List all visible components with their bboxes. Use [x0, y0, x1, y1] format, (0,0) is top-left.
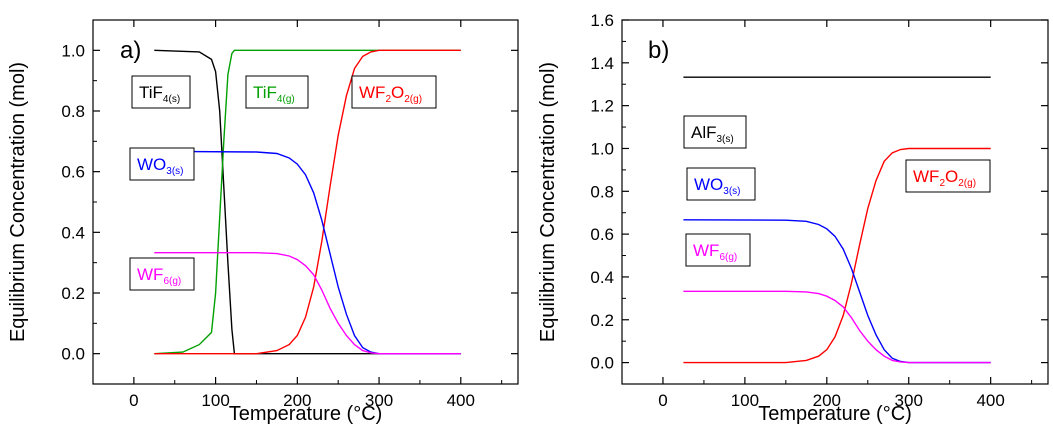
y-axis-label: Equilibrium Concentration (mol)	[537, 62, 559, 342]
y-tick-label: 0.8	[590, 182, 614, 201]
series-label-box: WO3(s)	[686, 167, 756, 201]
x-tick-label: 300	[365, 391, 393, 410]
label-box-frame	[683, 115, 747, 149]
x-tick-label: 400	[447, 391, 475, 410]
label-box-frame	[129, 257, 195, 291]
series-label-part: 6(g)	[719, 252, 737, 263]
series-line	[154, 49, 461, 355]
y-tick-label: 0.2	[590, 311, 614, 330]
series-label-part: 2(g)	[404, 94, 422, 105]
series-label-box: WF6(g)	[129, 257, 195, 291]
chart-panel-b: 0 100 200 300 400 0.0 0.2 0.4 0.6 0.8 1.0 1.2 1.4 1.6…	[537, 11, 1049, 425]
x-tick-label: 300	[895, 391, 923, 410]
y-tick-label: 0.4	[590, 268, 614, 287]
plot-frame	[92, 19, 519, 385]
series-label-box: WO3(s)	[129, 147, 195, 181]
y-tick-label: 0.6	[590, 225, 614, 244]
series-label: WF2O2(g)	[913, 167, 976, 189]
series-label-box: WF2O2(g)	[905, 159, 991, 193]
series-line	[154, 252, 461, 355]
series-label-part: 2	[385, 94, 391, 105]
series-line	[683, 290, 991, 364]
y-tick-label: 0.6	[61, 163, 85, 182]
label-box-frame	[245, 75, 309, 109]
series-label-part: O	[945, 167, 958, 186]
series-line	[154, 49, 461, 355]
series-label-part: 6(g)	[163, 276, 181, 287]
series-label: WF6(g)	[137, 265, 181, 287]
series-label-part: 3(s)	[717, 134, 734, 145]
series-label-part: 4(s)	[163, 94, 180, 105]
series-label-part: AlF	[691, 123, 717, 142]
panel-label: b)	[648, 37, 669, 64]
series-label-part: 2	[939, 178, 945, 189]
series-line	[154, 150, 461, 355]
y-tick-label: 0.2	[61, 284, 85, 303]
x-tick-label: 200	[813, 391, 841, 410]
series-label-part: 2(g)	[958, 178, 976, 189]
x-tick-label: 0	[658, 391, 667, 410]
series-label-part: WO	[137, 155, 166, 174]
series-label-part: O	[391, 83, 404, 102]
chart-panel-a: 0 100 200 300 400 0.0 0.2 0.4 0.6 0.8 1.0 Temperatu…	[7, 19, 519, 425]
series-label-part: TiF	[253, 83, 277, 102]
y-axis-label: Equilibrium Concentration (mol)	[7, 62, 29, 342]
series-label: WO3(s)	[694, 175, 741, 197]
series-label-part: 4(g)	[277, 94, 295, 105]
series-label-box: AlF3(s)	[683, 115, 747, 149]
series-label: TiF4(g)	[253, 83, 295, 105]
y-tick-label: 1.2	[590, 97, 614, 116]
y-tick-label: 1.0	[590, 139, 614, 158]
label-box-frame	[905, 159, 991, 193]
plot-frame	[621, 19, 1049, 385]
x-tick-label: 200	[283, 391, 311, 410]
series-label-part: 3(s)	[723, 186, 740, 197]
y-tick-label: 1.4	[590, 54, 614, 73]
y-tick-label: 0.4	[61, 223, 85, 242]
y-tick-label: 1.6	[590, 11, 614, 30]
series-label-part: 3(s)	[166, 166, 183, 177]
series-label-box: TiF4(g)	[245, 75, 309, 109]
series-line	[683, 219, 991, 364]
label-box-frame	[685, 233, 751, 267]
series-label-box: TiF4(s)	[131, 75, 191, 109]
series-label-part: WF	[693, 241, 719, 260]
x-axis-label: Temperature (°C)	[229, 403, 383, 425]
series-label: WF6(g)	[693, 241, 737, 263]
series-line	[683, 147, 991, 364]
series-label: WF2O2(g)	[359, 83, 422, 105]
series-label-part: WO	[694, 175, 723, 194]
y-tick-label: 0.0	[590, 354, 614, 373]
series-label-part: WF	[359, 83, 385, 102]
series-label: WO3(s)	[137, 155, 184, 177]
series-label-part: WF	[137, 265, 163, 284]
label-box-frame	[351, 75, 437, 109]
series-label-part: TiF	[139, 83, 163, 102]
y-tick-label: 1.0	[61, 41, 85, 60]
x-axis-label: Temperature (°C)	[758, 403, 912, 425]
label-box-frame	[686, 167, 756, 201]
y-tick-label: 0.8	[61, 102, 85, 121]
y-tick-label: 0.0	[61, 345, 85, 364]
series-label-box: WF6(g)	[685, 233, 751, 267]
x-tick-label: 0	[129, 391, 138, 410]
series-line	[154, 49, 461, 355]
series-label: AlF3(s)	[691, 123, 734, 145]
series-label-part: WF	[913, 167, 939, 186]
x-tick-label: 100	[201, 391, 229, 410]
label-box-frame	[131, 75, 191, 109]
panel-label: a)	[120, 37, 141, 64]
x-tick-label: 100	[731, 391, 759, 410]
label-box-frame	[129, 147, 195, 181]
series-label: TiF4(s)	[139, 83, 180, 105]
x-tick-label: 400	[976, 391, 1004, 410]
series-label-box: WF2O2(g)	[351, 75, 437, 109]
